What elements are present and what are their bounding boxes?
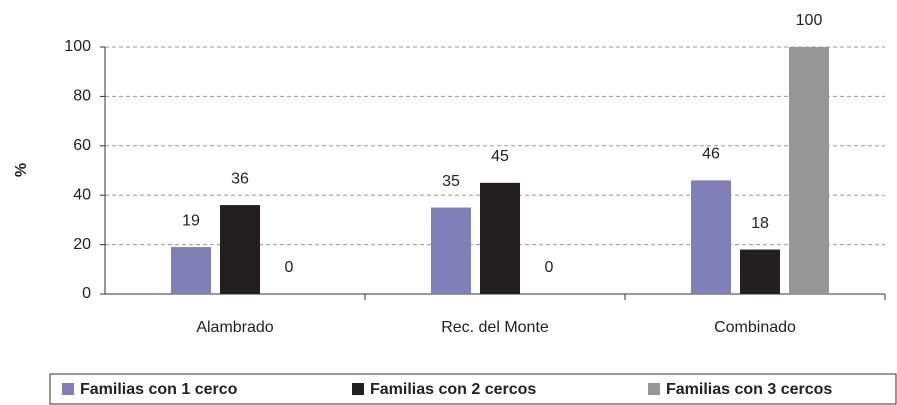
data-label: 0 — [545, 259, 554, 276]
y-tick-label: 80 — [73, 88, 91, 105]
data-label: 45 — [491, 148, 509, 165]
y-tick-label: 20 — [73, 236, 91, 253]
legend-swatch — [648, 383, 660, 395]
data-label: 36 — [231, 170, 249, 187]
y-axis-label: % — [13, 163, 30, 177]
bar — [740, 249, 780, 294]
bar — [220, 205, 260, 294]
x-tick-label: Rec. del Monte — [441, 319, 549, 336]
legend-label: Familias con 2 cercos — [370, 381, 536, 398]
bar — [691, 180, 731, 294]
x-tick-label: Alambrado — [196, 319, 273, 336]
bar — [480, 182, 520, 294]
y-tick-label: 60 — [73, 137, 91, 154]
legend-label: Familias con 1 cerco — [80, 381, 238, 398]
data-label: 46 — [702, 146, 720, 163]
y-tick-label: 100 — [64, 38, 91, 55]
data-label: 35 — [442, 173, 460, 190]
data-label: 100 — [796, 12, 823, 29]
legend-swatch — [352, 383, 364, 395]
legend-label: Familias con 3 cercos — [666, 381, 832, 398]
data-label: 0 — [285, 259, 294, 276]
y-tick-label: 40 — [73, 186, 91, 203]
legend-box — [49, 373, 897, 405]
bar — [171, 247, 211, 294]
data-label: 18 — [751, 215, 769, 232]
legend-swatch — [62, 383, 74, 395]
bar — [431, 207, 471, 294]
x-tick-label: Combinado — [714, 319, 796, 336]
data-label: 19 — [182, 212, 200, 229]
bar — [789, 47, 829, 294]
y-tick-label: 0 — [82, 285, 91, 302]
